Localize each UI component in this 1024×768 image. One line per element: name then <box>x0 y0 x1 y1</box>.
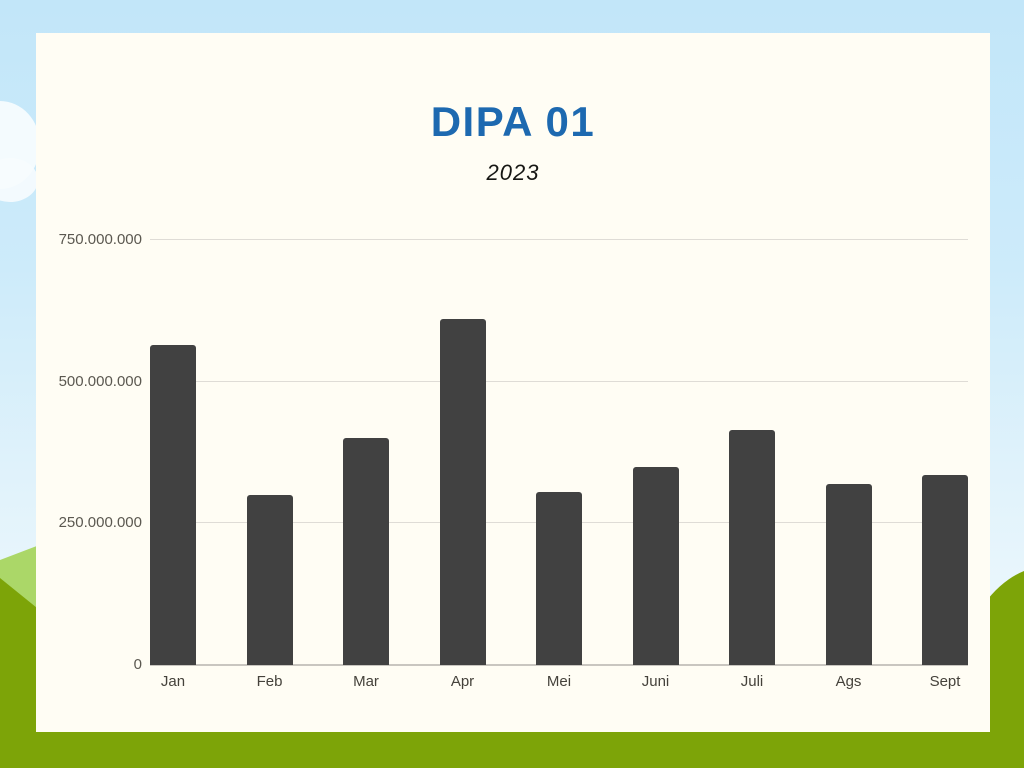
y-tick-label: 750.000.000 <box>58 231 142 248</box>
bar-mar <box>343 438 389 665</box>
bar-ags <box>825 483 872 665</box>
bar-apr <box>439 319 486 665</box>
light-green-hill <box>0 544 42 616</box>
bar-feb <box>246 495 293 665</box>
x-tick-label-ags: Ags <box>835 673 862 690</box>
bar-sept <box>922 475 968 665</box>
y-tick-label: 0 <box>133 656 142 673</box>
chart-card: DIPA 01 2023 0 250.000.000 500.000.000 750.… <box>36 33 990 732</box>
x-axis-baseline <box>150 664 968 666</box>
olive-right-hill <box>984 571 1024 768</box>
plot-area <box>150 239 968 666</box>
x-tick-label-juni: Juni <box>641 673 670 690</box>
x-tick-label-mar: Mar <box>353 673 379 690</box>
gridline <box>150 380 968 382</box>
y-axis-labels: 0 250.000.000 500.000.000 750.000.000 <box>36 231 142 673</box>
bar-mei <box>536 492 582 665</box>
left-hills <box>0 544 42 768</box>
cloud-icon <box>0 101 40 202</box>
olive-bottom-strip <box>0 730 1024 768</box>
x-tick-label-mei: Mei <box>546 673 572 690</box>
x-tick-label-feb: Feb <box>256 673 283 690</box>
bar-juni <box>632 466 679 665</box>
x-tick-label-sept: Sept <box>929 673 961 690</box>
olive-left-hill <box>0 578 42 768</box>
x-tick-label-jan: Jan <box>160 673 186 690</box>
bar-jan <box>150 344 196 665</box>
bars-row <box>150 240 968 665</box>
chart-title: DIPA 01 <box>430 98 596 145</box>
x-tick-label-juli: Juli <box>740 673 764 690</box>
y-tick-label: 500.000.000 <box>58 372 142 390</box>
x-tick-label-apr: Apr <box>450 673 475 690</box>
y-tick-label: 250.000.000 <box>58 514 142 532</box>
gridline <box>150 239 968 240</box>
bar-chart: 0 250.000.000 500.000.000 750.000.000 Jan Fe… <box>36 231 990 710</box>
x-axis-labels: Jan Feb Mar Apr Mei Juni Juli Ags Sept <box>150 673 968 690</box>
bar-juli <box>729 429 775 665</box>
chart-subtitle: 2023 <box>486 160 540 185</box>
